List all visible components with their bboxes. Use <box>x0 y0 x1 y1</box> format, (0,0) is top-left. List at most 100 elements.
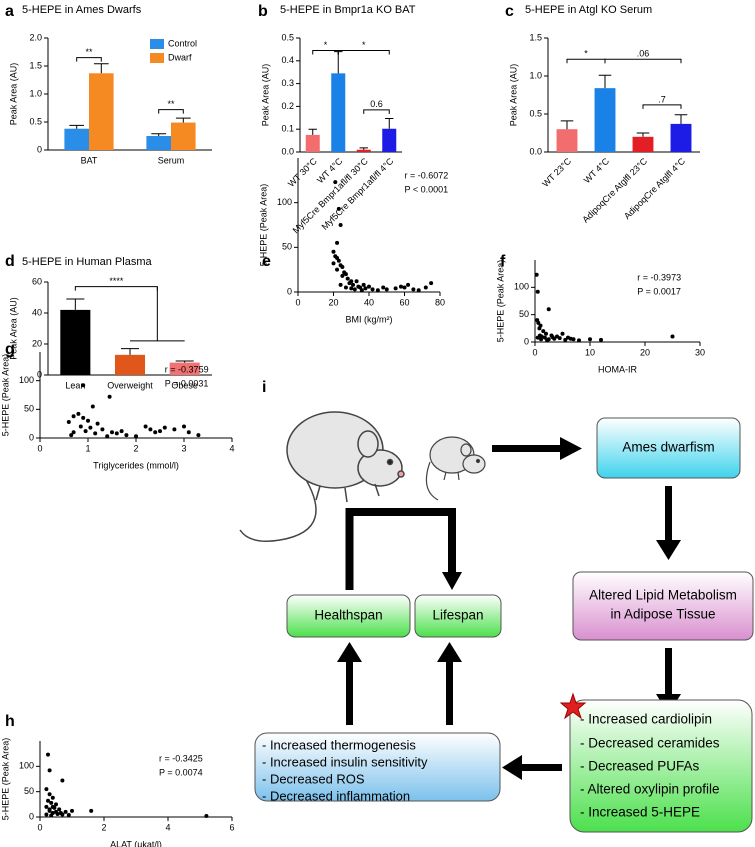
error-bar <box>175 117 191 123</box>
x-tick-label: 0 <box>532 347 537 357</box>
point <box>71 414 76 419</box>
error-bar <box>598 74 612 89</box>
node-label: Ames dwarfism <box>622 440 714 455</box>
point <box>402 285 407 290</box>
point <box>172 427 177 432</box>
point <box>60 778 65 783</box>
point <box>186 430 191 435</box>
point <box>536 320 541 325</box>
point <box>546 307 551 312</box>
point <box>545 338 550 343</box>
point <box>182 424 186 429</box>
point <box>557 336 562 341</box>
y-tick-label: 0.2 <box>281 101 294 111</box>
point <box>74 365 78 370</box>
bracket <box>566 58 606 64</box>
node-label: Healthspan <box>314 608 382 623</box>
y-tick-label: 100 <box>19 761 34 771</box>
point <box>363 286 368 291</box>
y-tick-label: 1.5 <box>529 32 542 42</box>
point <box>560 331 565 336</box>
x-axis-label: Triglycerides (mmol/l) <box>93 460 179 470</box>
y-tick-label: 1.0 <box>29 88 42 98</box>
x-axis-label: HOMA-IR <box>598 364 637 374</box>
y-axis-label: Peak Area (AU) <box>260 64 270 127</box>
point <box>384 287 389 292</box>
point <box>46 798 50 803</box>
point <box>69 433 74 438</box>
point <box>411 287 416 292</box>
bar <box>169 362 200 375</box>
node-label: - Decreased ceramides <box>580 736 720 751</box>
point <box>336 206 341 211</box>
x-tick-label: 0 <box>37 443 42 453</box>
point <box>148 427 153 432</box>
x-tick-label: 0 <box>37 822 42 832</box>
point <box>86 418 90 423</box>
point <box>58 810 63 815</box>
x-tick-label: WT 30°C <box>286 156 319 189</box>
error-bar <box>151 133 167 136</box>
annotation: ** <box>85 47 93 57</box>
point <box>375 288 380 293</box>
x-tick-label: 60 <box>399 297 409 307</box>
point <box>158 429 162 434</box>
point <box>542 335 547 340</box>
y-tick-label: 50 <box>519 309 529 319</box>
node-label: - Decreased ROS <box>262 771 365 786</box>
point <box>354 279 359 284</box>
point <box>66 812 71 817</box>
point <box>670 334 675 339</box>
point <box>416 288 421 293</box>
point <box>349 286 354 291</box>
panel-letter: c <box>505 3 514 20</box>
bar <box>331 73 346 152</box>
bar <box>114 354 146 375</box>
node-box <box>569 699 753 833</box>
point <box>114 431 119 436</box>
chart-title: 5-HEPE in Ames Dwarfs <box>22 4 142 16</box>
point <box>110 430 114 435</box>
node-label: - Altered oxylipin profile <box>580 782 720 797</box>
node-label: Lifespan <box>432 608 483 623</box>
point <box>544 331 548 336</box>
node-label: - Decreased inflammation <box>262 788 410 803</box>
point <box>88 425 93 430</box>
y-tick-label: 50 <box>24 404 34 414</box>
bracket <box>604 58 682 64</box>
point <box>539 337 544 342</box>
point <box>90 404 95 409</box>
point <box>367 284 371 289</box>
point <box>78 424 83 429</box>
x-tick-label: BAT <box>81 155 98 165</box>
point <box>143 424 148 429</box>
x-tick-label: 3 <box>181 443 186 453</box>
annotation: P < 0.0001 <box>405 184 449 194</box>
x-tick-label: 0 <box>295 297 300 307</box>
point <box>105 434 110 439</box>
x-tick-label: 80 <box>435 297 445 307</box>
y-tick-label: 100 <box>19 375 34 385</box>
x-axis-label: ALAT (µkat/l) <box>110 839 162 847</box>
y-tick-label: 0.3 <box>281 78 294 88</box>
point <box>338 223 343 227</box>
y-tick-label: 0 <box>287 286 292 296</box>
error-bar <box>175 360 194 363</box>
annotation: * <box>324 40 328 50</box>
panel-letter: i <box>262 379 266 396</box>
y-axis-label: 5-HEPE (Peak Area) <box>258 184 268 267</box>
y-axis-label: 5-HEPE (Peak Area) <box>0 354 10 437</box>
y-tick-label: 2.0 <box>29 32 42 42</box>
chart-title: 5-HEPE in Bmpr1a KO BAT <box>280 4 416 16</box>
point <box>345 276 350 281</box>
point <box>107 394 112 399</box>
point <box>50 795 55 800</box>
error-bar <box>66 298 85 310</box>
legend-swatch <box>150 53 164 63</box>
y-tick-label: 0 <box>29 811 34 821</box>
point <box>46 752 50 757</box>
node-box <box>414 594 502 638</box>
y-tick-label: 1.5 <box>29 60 42 70</box>
panel-letter: g <box>5 341 15 358</box>
node-box <box>572 571 754 641</box>
